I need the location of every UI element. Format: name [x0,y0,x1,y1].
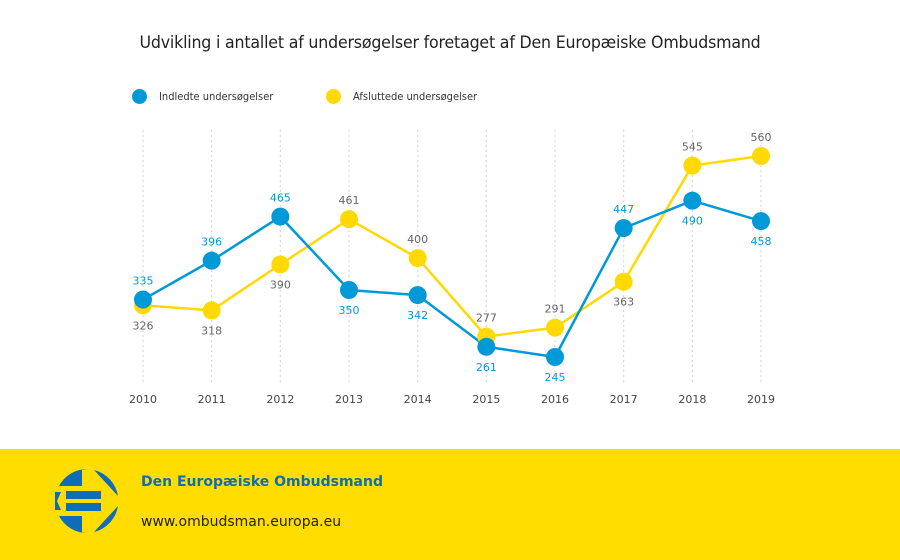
data-label-initiated-2018: 490 [682,215,703,228]
point-initiated-2019 [752,212,770,231]
footer-org-name: Den Europæiske Ombudsmand [141,474,383,490]
legend-label-closed: Afsluttede undersøgelser [353,90,478,103]
data-label-closed-2017: 363 [613,296,634,309]
point-closed-2014 [408,249,427,268]
legend-dot-initiated-icon [132,89,147,104]
data-label-closed-2010: 326 [133,319,154,332]
data-label-initiated-2013: 350 [339,304,360,317]
x-tick-label-2012: 2012 [266,393,294,406]
point-initiated-2011 [202,251,221,270]
data-label-closed-2012: 390 [270,278,291,291]
x-tick-label-2013: 2013 [335,393,363,406]
legend-item-closed: Afsluttede undersøgelser [326,89,491,104]
data-label-initiated-2015: 261 [476,361,497,374]
point-initiated-2010 [134,290,152,309]
point-closed-2012 [271,255,290,274]
series-lines [142,154,762,359]
x-tick-label-2015: 2015 [472,393,500,406]
point-closed-2018 [683,156,702,175]
point-initiated-2015 [477,337,496,356]
x-tick-label-2018: 2018 [678,393,706,406]
legend-item-initiated: Indledte undersøgelser [132,89,286,104]
point-closed-2019 [752,147,770,165]
data-label-initiated-2012: 465 [270,192,291,205]
data-label-closed-2014: 400 [407,233,428,246]
line-chart: 335 326 396 318 465 390 350 461 342 400 261 277 245 2… [129,130,775,406]
data-label-initiated-2016: 245 [545,371,566,384]
footer-band [0,449,900,560]
data-label-closed-2019: 560 [751,131,772,144]
point-closed-2017 [614,272,633,291]
point-closed-2016 [546,318,564,337]
series-line-initiated [142,199,762,359]
data-label-closed-2013: 461 [339,194,360,207]
point-initiated-2012 [271,207,290,226]
series-line-closed [142,154,762,338]
point-closed-2011 [202,301,221,320]
data-label-initiated-2019: 458 [751,235,772,248]
data-label-closed-2016: 291 [545,303,566,316]
point-initiated-2017 [614,219,633,238]
point-closed-2013 [340,210,358,229]
footer-url-link[interactable]: www.ombudsman.europa.eu [141,514,342,530]
data-label-initiated-2011: 396 [201,236,222,249]
point-initiated-2016 [546,348,564,366]
x-tick-label-2016: 2016 [541,393,569,406]
x-tick-label-2011: 2011 [198,393,226,406]
european-ombudsman-logo-icon [55,469,118,533]
point-initiated-2014 [408,286,427,305]
point-initiated-2013 [340,281,358,299]
legend-dot-closed-icon [326,89,342,104]
x-axis-ticks: 2010 2011 2012 2013 2014 2015 2016 2017 2018 2019 [129,393,775,406]
data-label-closed-2011: 318 [201,324,222,337]
x-tick-label-2017: 2017 [610,393,638,406]
x-tick-label-2014: 2014 [404,393,432,406]
legend: Indledte undersøgelser Afsluttede unders… [132,89,531,104]
data-label-initiated-2014: 342 [407,309,428,322]
data-label-closed-2015: 277 [476,312,497,325]
legend-label-initiated: Indledte undersøgelser [159,90,274,103]
gridlines [142,130,762,385]
data-label-initiated-2017: 447 [613,203,634,216]
data-label-initiated-2010: 335 [133,275,154,288]
x-tick-label-2019: 2019 [747,393,775,406]
point-initiated-2018 [683,191,702,210]
data-labels: 335 326 396 318 465 390 350 461 342 400 261 277 245 2… [133,131,772,384]
chart-title: Udvikling i antallet af undersøgelser fo… [139,33,761,53]
data-label-closed-2018: 545 [682,141,703,154]
series-points [134,147,770,366]
x-tick-label-2010: 2010 [129,393,157,406]
